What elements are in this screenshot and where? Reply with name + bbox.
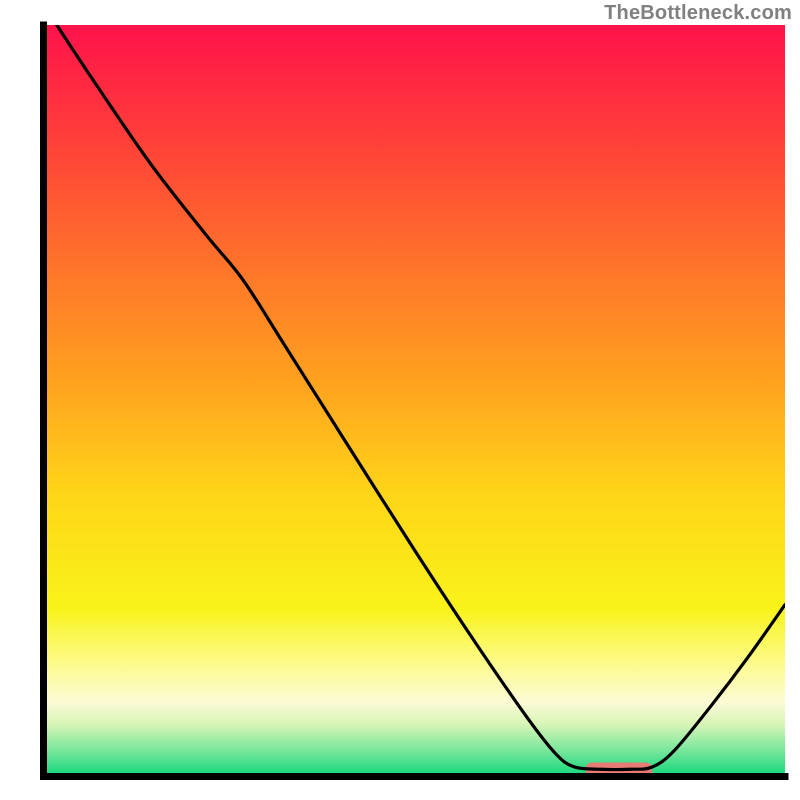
figure-canvas: TheBottleneck.com [0, 0, 800, 800]
plot-background-gradient [47, 25, 785, 773]
bottleneck-plot [0, 0, 800, 800]
